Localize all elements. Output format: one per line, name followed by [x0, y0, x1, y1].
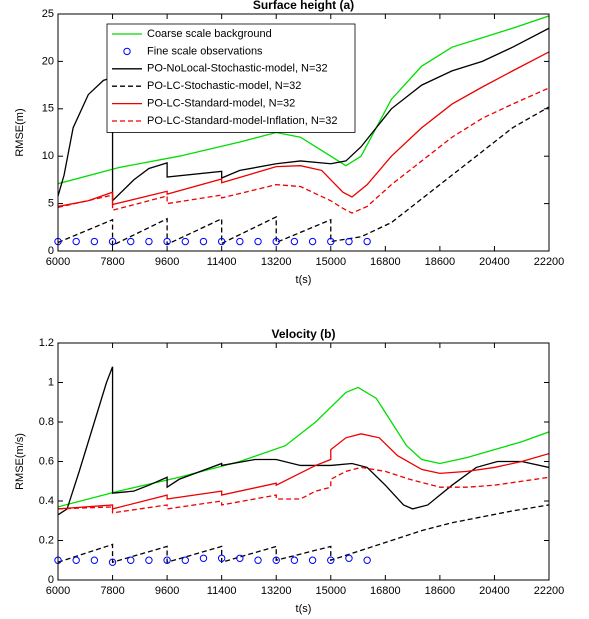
x-tick-label: 18600	[425, 585, 456, 597]
y-tick-label: 0.6	[39, 455, 54, 467]
observation-point	[327, 237, 335, 246]
legend-label: PO-LC-Stochastic-model, N=32	[147, 80, 301, 92]
series-line	[58, 87, 549, 214]
x-tick-label: 7800	[100, 256, 124, 268]
y-tick-label: 25	[42, 8, 54, 20]
legend-label: PO-LC-Standard-model, N=32	[147, 98, 295, 110]
y-axis-label: RMSE(m/s)	[14, 433, 26, 490]
x-tick-label: 7800	[100, 585, 124, 597]
observation-point	[127, 237, 135, 246]
y-tick-label: 0.8	[39, 416, 54, 428]
observation-point	[236, 554, 244, 562]
observation-point	[199, 554, 208, 562]
chart-title: Velocity (b)	[271, 327, 335, 341]
observation-point	[108, 558, 117, 566]
observation-point	[181, 556, 189, 564]
observation-point	[72, 237, 80, 246]
observation-point	[217, 554, 226, 562]
observation-point	[308, 237, 317, 246]
observation-point	[127, 556, 135, 564]
x-axis-label: t(s)	[296, 603, 312, 615]
x-tick-label: 9600	[155, 585, 179, 597]
series-line	[58, 433, 549, 510]
observation-point	[163, 237, 171, 246]
y-tick-label: 20	[42, 55, 54, 67]
observation-point	[363, 556, 371, 564]
x-tick-label: 16800	[370, 256, 401, 268]
axes-frame	[57, 342, 550, 581]
observation-point	[72, 556, 80, 564]
series-line	[58, 386, 549, 508]
observation-point	[181, 237, 189, 246]
y-tick-label: 1.2	[39, 337, 54, 349]
x-tick-label: 15000	[315, 585, 346, 597]
x-tick-label: 18600	[425, 256, 456, 268]
x-tick-label: 15000	[315, 256, 346, 268]
y-tick-label: 0	[48, 245, 54, 257]
x-tick-label: 20400	[479, 256, 510, 268]
observation-point	[108, 237, 117, 246]
legend-label: Fine scale observations	[147, 45, 263, 57]
x-axis-label: t(s)	[296, 274, 312, 286]
observation-point	[327, 556, 335, 564]
legend-symbol	[123, 47, 131, 56]
observation-point	[236, 237, 244, 246]
series-line	[58, 15, 549, 185]
series-line	[58, 504, 549, 564]
observation-point	[145, 556, 153, 564]
x-tick-label: 22200	[534, 585, 565, 597]
observation-point	[199, 237, 208, 246]
x-tick-label: 22200	[534, 256, 565, 268]
observation-point	[308, 556, 317, 564]
y-tick-label: 10	[42, 150, 54, 162]
x-tick-label: 9600	[155, 256, 179, 268]
observation-point	[272, 556, 280, 564]
y-tick-label: 0.2	[39, 534, 54, 546]
observation-point	[90, 556, 99, 564]
observation-point	[345, 237, 353, 246]
x-tick-label: 13200	[261, 256, 292, 268]
observation-point	[272, 237, 280, 246]
legend-label: PO-LC-Standard-model-Inflation, N=32	[147, 115, 337, 127]
x-tick-label: 16800	[370, 585, 401, 597]
y-tick-label: 0	[48, 574, 54, 586]
x-tick-label: 13200	[261, 585, 292, 597]
axes-frame	[57, 13, 550, 252]
legend-label: PO-NoLocal-Stochastic-model, N=32	[147, 63, 328, 75]
observation-point	[254, 237, 262, 246]
series-line	[58, 51, 549, 208]
y-tick-label: 15	[42, 103, 54, 115]
observation-point	[345, 554, 353, 562]
observation-point	[363, 237, 371, 246]
plot-area	[58, 343, 549, 580]
legend: Coarse scale background Fine scale observ…	[106, 23, 356, 133]
observation-point	[90, 237, 99, 246]
x-tick-label: 11400	[207, 585, 237, 597]
y-tick-label: 5	[48, 198, 54, 210]
observation-point	[217, 237, 226, 246]
series-line	[58, 27, 549, 203]
plot-content	[58, 15, 549, 247]
observation-point	[145, 237, 153, 246]
y-tick-label: 0.4	[39, 495, 54, 507]
plot-content	[58, 366, 549, 564]
y-tick-label: 1	[48, 376, 54, 388]
series-line	[58, 106, 549, 247]
x-tick-label: 11400	[207, 256, 237, 268]
x-tick-label: 20400	[479, 585, 510, 597]
x-tick-label: 6000	[46, 585, 70, 597]
observation-point	[254, 556, 262, 564]
legend-box	[106, 23, 356, 133]
series-line	[58, 366, 549, 516]
observation-point	[290, 556, 299, 564]
x-tick-label: 6000	[46, 256, 70, 268]
observation-point	[163, 556, 171, 564]
observation-point	[290, 237, 299, 246]
legend-label: Coarse scale background	[147, 28, 272, 40]
chart-title: Surface height (a)	[253, 0, 354, 12]
y-axis-label: RMSE(m)	[14, 108, 26, 156]
